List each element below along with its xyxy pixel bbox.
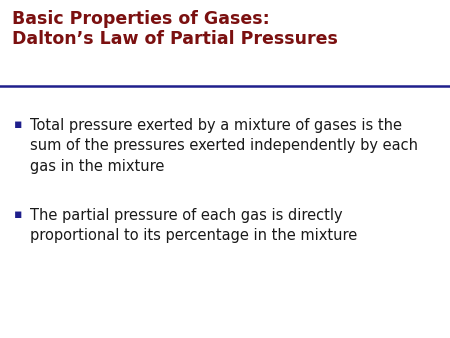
Text: Basic Properties of Gases:: Basic Properties of Gases: bbox=[12, 10, 270, 28]
Text: The partial pressure of each gas is directly
proportional to its percentage in t: The partial pressure of each gas is dire… bbox=[30, 208, 357, 243]
Text: ▪: ▪ bbox=[14, 118, 22, 131]
Text: Dalton’s Law of Partial Pressures: Dalton’s Law of Partial Pressures bbox=[12, 30, 338, 48]
Text: ▪: ▪ bbox=[14, 208, 22, 221]
Text: Total pressure exerted by a mixture of gases is the
sum of the pressures exerted: Total pressure exerted by a mixture of g… bbox=[30, 118, 418, 174]
